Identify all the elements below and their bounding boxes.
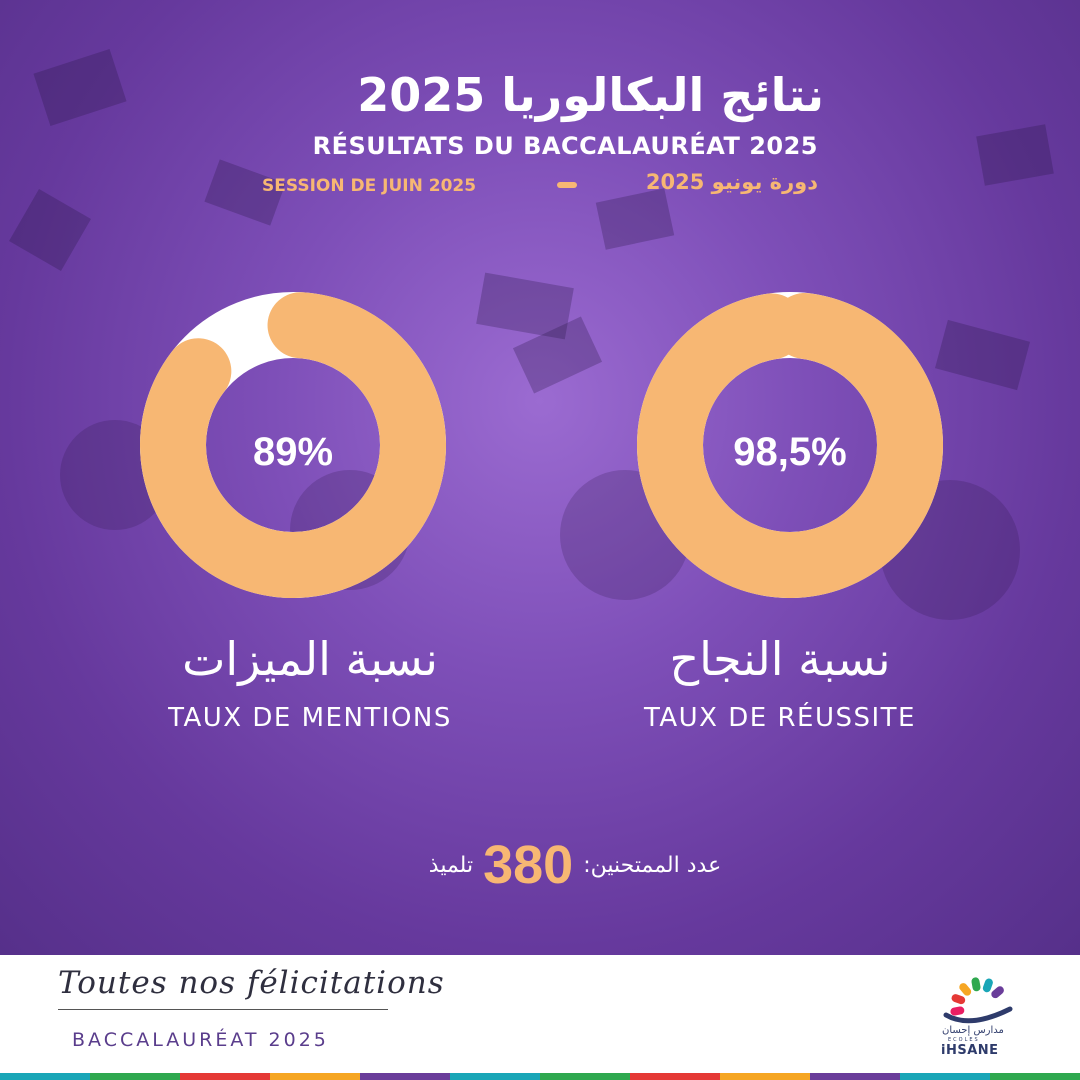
candidates-number: 380: [483, 835, 574, 895]
candidates-label: عدد الممتحنين:: [583, 852, 722, 878]
reussite-percentage: 98,5%: [733, 430, 847, 474]
session-french: SESSION DE JUIN 2025: [262, 176, 477, 196]
donut-reussite-arc: [637, 292, 943, 598]
stripe-segment: [900, 1073, 990, 1080]
donut-mentions-arc: [140, 292, 446, 598]
stripe-segment: [90, 1073, 180, 1080]
logo-arabic-text: مدارس إحسان: [942, 1025, 1004, 1036]
footer-divider: [58, 1009, 388, 1010]
candidates-unit: تلميذ: [428, 852, 474, 878]
stripe-segment: [180, 1073, 270, 1080]
ihsane-logo-icon: [943, 977, 1013, 1024]
stripe-segment: [0, 1073, 90, 1080]
session-arabic: دورة يونيو 2025: [645, 170, 818, 194]
reussite-label-arabic: نسبة النجاح: [669, 632, 891, 686]
logo-name-text: iHSANE: [941, 1043, 999, 1058]
session-separator: [557, 182, 577, 188]
footer-baccalaureat: BACCALAURÉAT 2025: [72, 1029, 329, 1051]
reussite-label-french: TAUX DE RÉUSSITE: [644, 703, 916, 733]
donut-reussite: [637, 292, 943, 598]
color-stripe: [0, 1073, 1080, 1080]
stripe-segment: [360, 1073, 450, 1080]
candidates-count: عدد الممتحنين: 380 تلميذ: [360, 832, 790, 898]
stripe-segment: [540, 1073, 630, 1080]
stripe-segment: [990, 1073, 1080, 1080]
stripe-segment: [270, 1073, 360, 1080]
footer-congratulations: Toutes nos félicitations: [58, 965, 445, 1001]
mentions-label-french: TAUX DE MENTIONS: [168, 703, 452, 733]
title-french: RÉSULTATS DU BACCALAURÉAT 2025: [312, 132, 818, 160]
stripe-segment: [810, 1073, 900, 1080]
footer: Toutes nos félicitations BACCALAURÉAT 20…: [0, 955, 1080, 1073]
mentions-label-arabic: نسبة الميزات: [182, 632, 438, 686]
stripe-segment: [450, 1073, 540, 1080]
stripe-segment: [630, 1073, 720, 1080]
logo-ecoles-text: ECOLES: [948, 1037, 980, 1043]
mentions-percentage: 89%: [252, 430, 334, 474]
title-arabic: نتائج البكالوريا 2025: [357, 68, 824, 122]
donut-mentions: [140, 292, 446, 598]
stripe-segment: [720, 1073, 810, 1080]
